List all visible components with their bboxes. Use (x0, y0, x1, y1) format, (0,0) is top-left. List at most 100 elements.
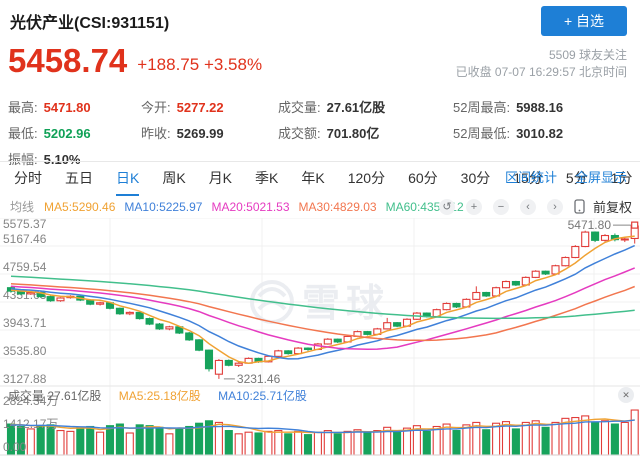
volume-bar (541, 426, 550, 456)
candle-part (56, 297, 65, 302)
volume-bar (363, 432, 372, 456)
volume-bar (323, 430, 332, 456)
stat-value: 5.10% (43, 152, 81, 167)
candle-part (284, 350, 293, 355)
candle-part (363, 331, 372, 335)
candle-part (214, 359, 223, 375)
period-tab[interactable]: 五日 (65, 170, 93, 186)
volume-legend: 成交量 27.61亿股 MA5:25.18亿股 MA10:25.71亿股 (8, 387, 307, 404)
volume-bar (511, 428, 520, 456)
close-volume-pane-icon[interactable]: ✕ (618, 387, 634, 403)
volume-bar (115, 423, 124, 456)
prev-icon[interactable]: ‹ (519, 198, 536, 215)
next-icon[interactable]: › (546, 198, 563, 215)
price-ma-line (10, 267, 635, 351)
period-tab[interactable]: 季K (255, 170, 279, 186)
volume-bar (432, 425, 441, 456)
ma-value-label: MA30:4829.03 (298, 200, 377, 214)
watermark-logo: 雪球 (250, 280, 390, 325)
volume-bar (76, 426, 85, 456)
volume-bar (333, 433, 342, 456)
candle-part (541, 270, 550, 275)
volume-bar (492, 422, 501, 456)
period-tab[interactable]: 120分 (347, 170, 386, 186)
volume-ma5-label: MA5:25.18亿股 (118, 389, 201, 403)
adjust-mode-selector[interactable]: 前复权 (592, 200, 632, 215)
volume-bar (422, 430, 431, 456)
candle-part (165, 326, 174, 330)
candle (591, 231, 600, 243)
volume-bar (96, 431, 105, 456)
period-tab[interactable]: 15分 (513, 170, 543, 186)
candle-part (501, 280, 511, 289)
candle-part (155, 323, 164, 330)
stat-value: 27.61亿股 (326, 100, 386, 115)
volume-bar (135, 424, 144, 456)
stat-value: 3010.82 (516, 126, 564, 141)
stat-row: 52周最低: 3010.82 (453, 121, 563, 147)
volume-bar (353, 429, 362, 456)
candle-part (115, 307, 124, 315)
chart-action-link[interactable]: 区间统计 (504, 170, 557, 185)
price-ma-line (10, 235, 635, 364)
volume-bar (185, 425, 194, 456)
period-tab[interactable]: 日K (116, 162, 140, 196)
candle (46, 295, 55, 302)
stat-row: 振幅: 5.10% (8, 147, 91, 173)
price-axis-label: 3943.71 (3, 316, 47, 330)
period-tab[interactable]: 年K (301, 170, 325, 186)
candle (56, 297, 65, 302)
period-tabbar: 分时 五日 日K 周K 月K 季K 年K 120分 60分 30分 15分 5分 1分 (0, 161, 640, 196)
ma-value-label: MA20:5021.53 (211, 200, 290, 214)
volume-bar (284, 433, 293, 456)
mobile-icon[interactable] (574, 199, 585, 214)
candle-part (600, 234, 610, 241)
stat-label: 昨收: (141, 126, 171, 141)
volume-ma-line (10, 419, 635, 434)
stat-label: 今开: (141, 100, 171, 115)
stat-row: 52周最高: 5988.16 (453, 95, 563, 121)
period-tab[interactable]: 周K (162, 170, 186, 186)
volume-bar (630, 409, 639, 456)
stat-column: 52周最高: 5988.16 52周最低: 3010.82 (453, 95, 563, 147)
watermark-text: 雪球 (302, 283, 390, 325)
candle-part (195, 339, 204, 351)
candle (274, 349, 283, 358)
period-tab[interactable]: 分时 (14, 170, 42, 186)
price-axis-label: 3535.80 (3, 344, 47, 358)
candle (541, 270, 550, 275)
candle (482, 291, 491, 297)
candle (284, 350, 293, 355)
current-price: 5458.74 (8, 42, 128, 79)
candle-part (96, 302, 105, 305)
stat-row: 最高: 5471.80 (8, 95, 91, 121)
candle (214, 359, 223, 379)
ma-legend-prefix: 均线 (10, 200, 35, 214)
volume-bar (531, 420, 540, 456)
volume-bar (254, 432, 263, 456)
volume-bar (145, 425, 154, 456)
period-tab[interactable]: 5分 (565, 170, 588, 186)
candle-part (204, 349, 214, 370)
undo-icon[interactable]: ↺ (438, 198, 455, 215)
stat-label: 成交量: (278, 100, 321, 115)
zoom-out-icon[interactable]: − (492, 198, 509, 215)
chart-toolbar: ↺ + − ‹ › 前复权 (428, 197, 632, 216)
period-tab[interactable]: 月K (208, 170, 233, 186)
candle (303, 347, 313, 351)
price-axis-label: 5167.46 (3, 232, 47, 246)
period-tab[interactable]: 30分 (460, 170, 491, 186)
chart-action-link[interactable]: 全屏显示 (574, 170, 627, 185)
period-tab[interactable]: 1分 (610, 170, 633, 186)
add-watchlist-button[interactable]: + 自选 (541, 6, 627, 36)
volume-bar (175, 427, 184, 456)
volume-bar (155, 426, 164, 456)
kline-chart-canvas[interactable]: 5575.375167.464759.544351.633943.713535.… (0, 218, 640, 459)
period-tab[interactable]: 60分 (408, 170, 438, 186)
price-block: 5458.74 +188.75 +3.58% (8, 44, 262, 77)
volume-bar (105, 425, 115, 456)
stat-value: 701.80亿 (326, 126, 380, 141)
candle (135, 311, 144, 320)
zoom-in-icon[interactable]: + (465, 198, 482, 215)
high-marker-point (631, 221, 639, 229)
